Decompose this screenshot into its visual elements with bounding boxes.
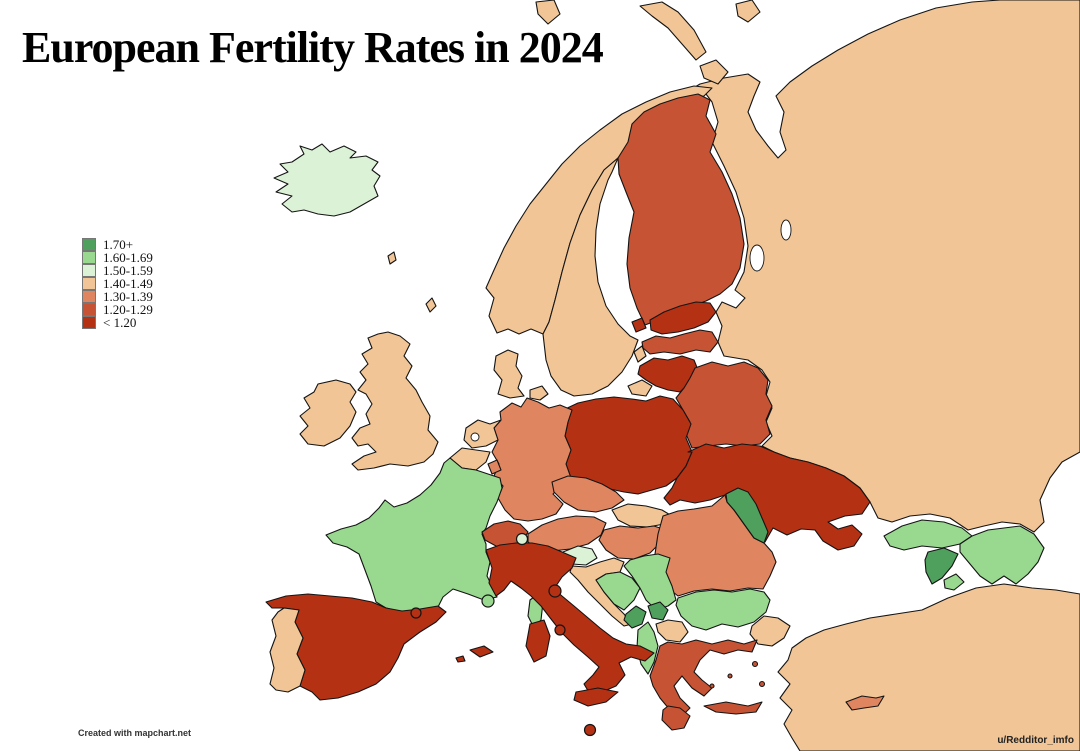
country-russia xyxy=(535,0,1080,533)
legend-label: 1.70+ xyxy=(103,237,134,252)
legend-label: 1.20-1.29 xyxy=(103,302,153,317)
country-andorra xyxy=(410,607,422,619)
country-armenia xyxy=(924,547,959,585)
legend-label: < 1.20 xyxy=(103,315,137,330)
country-san-marino xyxy=(548,584,562,598)
country-greece xyxy=(649,639,766,731)
lake-ijsselmeer xyxy=(470,432,480,442)
country-north-macedonia xyxy=(655,619,689,643)
country-montenegro xyxy=(623,605,647,629)
country-azerbaijan xyxy=(943,525,1045,591)
legend-swatch xyxy=(82,290,96,303)
lake-ladoga xyxy=(749,244,765,272)
country-estonia xyxy=(631,301,717,335)
legend-swatch xyxy=(82,277,96,290)
country-united-kingdom xyxy=(351,297,439,471)
mapchart-credit: Created with mapchart.net xyxy=(78,728,192,738)
reddit-attribution: u/Redditor_imfo xyxy=(997,735,1074,746)
country-finland xyxy=(617,93,745,326)
country-vatican xyxy=(554,624,566,636)
legend: 1.70+ 1.60-1.69 1.50-1.59 1.40-1.49 1.30-1.3… xyxy=(82,238,153,329)
legend-item: 1.40-1.49 xyxy=(82,277,153,290)
country-bulgaria xyxy=(675,588,771,631)
country-moldova xyxy=(725,487,769,544)
country-ukraine xyxy=(663,443,871,551)
country-denmark xyxy=(387,251,549,401)
legend-label: 1.30-1.39 xyxy=(103,289,153,304)
legend-swatch xyxy=(82,316,96,329)
country-germany xyxy=(491,397,573,522)
country-iceland xyxy=(273,143,381,217)
lakes xyxy=(470,219,792,442)
country-portugal xyxy=(269,607,306,693)
country-ireland xyxy=(299,379,357,447)
country-sweden xyxy=(542,157,647,397)
country-kosovo xyxy=(647,601,669,621)
lake-onega xyxy=(780,219,792,241)
country-cyprus xyxy=(845,695,885,711)
legend-item: 1.20-1.29 xyxy=(82,303,153,316)
legend-swatch xyxy=(82,303,96,316)
legend-item: < 1.20 xyxy=(82,316,153,329)
country-netherlands xyxy=(463,419,502,449)
legend-label: 1.60-1.69 xyxy=(103,250,153,265)
country-malta xyxy=(583,723,597,737)
legend-label: 1.40-1.49 xyxy=(103,276,153,291)
legend-label: 1.50-1.59 xyxy=(103,263,153,278)
legend-swatch xyxy=(82,264,96,277)
country-serbia xyxy=(623,553,677,611)
country-czechia xyxy=(551,475,625,513)
legend-item: 1.70+ xyxy=(82,238,153,251)
country-monaco xyxy=(481,594,495,608)
legend-swatch xyxy=(82,238,96,251)
country-luxembourg xyxy=(487,459,502,475)
country-italy xyxy=(485,542,655,707)
microstate-dots xyxy=(410,532,597,737)
page-title: European Fertility Rates in 2024 xyxy=(22,23,604,72)
legend-item: 1.60-1.69 xyxy=(82,251,153,264)
country-turkey xyxy=(749,583,1080,751)
country-latvia xyxy=(641,329,719,355)
legend-item: 1.30-1.39 xyxy=(82,290,153,303)
legend-item: 1.50-1.59 xyxy=(82,264,153,277)
country-liechtenstein xyxy=(515,532,529,546)
country-bosnia xyxy=(595,571,641,611)
legend-swatch xyxy=(82,251,96,264)
